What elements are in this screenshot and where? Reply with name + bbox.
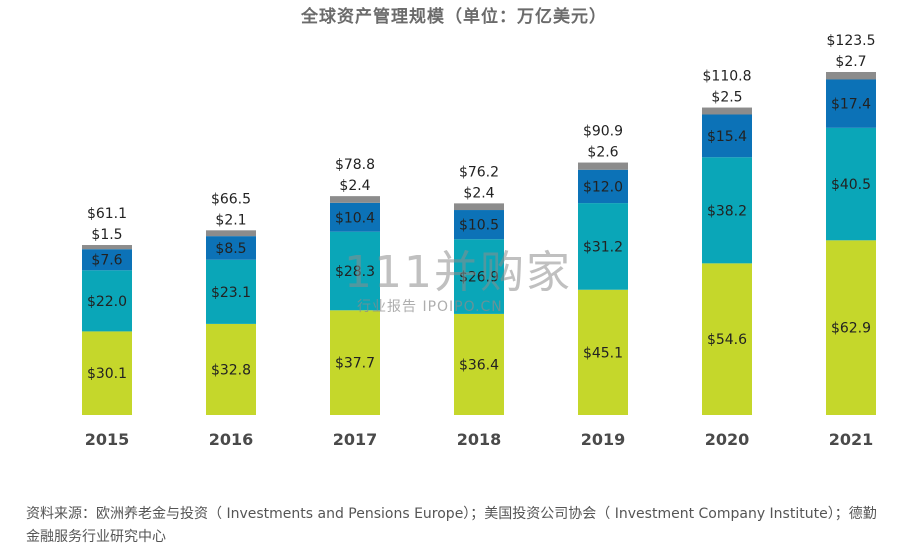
bar-segment (702, 157, 752, 264)
bar-segment (82, 249, 132, 271)
watermark-site-text: 行业报告 IPOIPO.CN (357, 299, 503, 315)
bar-segment (330, 196, 380, 203)
bar-segment (702, 107, 752, 115)
segment-value-label: $32.8 (211, 362, 251, 378)
bar-segment (206, 259, 256, 324)
top-segment-value-label: $1.5 (91, 227, 122, 243)
bar-segment (206, 323, 256, 415)
bar-segment (578, 203, 628, 290)
bar-segment (82, 331, 132, 415)
bar-segment (454, 210, 504, 240)
total-value-label: $66.5 (211, 191, 251, 207)
bar-segment (826, 79, 876, 128)
total-value-label: $76.2 (459, 164, 499, 180)
total-value-label: $123.5 (827, 33, 876, 49)
segment-value-label: $8.5 (215, 241, 246, 257)
segment-value-label: $15.4 (707, 129, 747, 145)
x-tick-label: 2016 (209, 430, 254, 449)
source-note: 资料来源：欧洲养老金与投资（ Investments and Pensions … (26, 506, 877, 545)
top-segment-value-label: $2.7 (835, 54, 866, 70)
bar-segment (82, 245, 132, 250)
x-tick-label: 2018 (457, 430, 502, 449)
bar-segment (826, 240, 876, 415)
segment-value-label: $12.0 (583, 179, 623, 195)
total-value-label: $110.8 (703, 69, 752, 85)
segment-value-label: $37.7 (335, 356, 375, 372)
bar-segment (826, 127, 876, 241)
segment-value-label: $54.6 (707, 332, 747, 348)
x-tick-label: 2021 (829, 430, 874, 449)
bar-segment (578, 289, 628, 415)
bar-segment (826, 72, 876, 80)
x-tick-label: 2015 (85, 430, 130, 449)
segment-value-label: $17.4 (831, 97, 871, 113)
bar-segment (454, 203, 504, 211)
total-value-label: $90.9 (583, 124, 623, 140)
bar-segment (702, 263, 752, 415)
segment-value-label: $31.2 (583, 239, 623, 255)
segment-value-label: $36.4 (459, 357, 499, 373)
chart-title: 全球资产管理规模（单位：万亿美元） (301, 7, 607, 27)
bar-segment (330, 310, 380, 415)
top-segment-value-label: $2.6 (587, 145, 618, 161)
x-tick-label: 2017 (333, 430, 378, 449)
bar-segment (454, 239, 504, 314)
segment-value-label: $22.0 (87, 294, 127, 310)
bar-segment (702, 114, 752, 158)
segment-value-label: $7.6 (91, 253, 122, 269)
segment-value-label: $10.5 (459, 218, 499, 234)
bar-segment (82, 270, 132, 332)
segment-value-label: $26.9 (459, 270, 499, 286)
bar-segment (206, 230, 256, 237)
watermark-logo-text: 111并购家 (344, 247, 572, 298)
segment-value-label: $40.5 (831, 177, 871, 193)
top-segment-value-label: $2.1 (215, 212, 246, 228)
x-tick-label: 2020 (705, 430, 750, 449)
bar-segment (206, 236, 256, 260)
segment-value-label: $45.1 (583, 345, 623, 361)
top-segment-value-label: $2.4 (339, 178, 370, 194)
x-tick-label: 2019 (581, 430, 626, 449)
bar-segment (330, 202, 380, 232)
bar-segment (454, 313, 504, 415)
bar-segment (330, 231, 380, 311)
total-value-label: $78.8 (335, 157, 375, 173)
segment-value-label: $28.3 (335, 264, 375, 280)
segment-value-label: $38.2 (707, 203, 747, 219)
segment-value-label: $62.9 (831, 321, 871, 337)
top-segment-value-label: $2.5 (711, 90, 742, 106)
total-value-label: $61.1 (87, 206, 127, 222)
bar-segment (578, 169, 628, 204)
top-segment-value-label: $2.4 (463, 185, 494, 201)
segment-value-label: $10.4 (335, 210, 375, 226)
segment-value-label: $23.1 (211, 285, 251, 301)
segment-value-label: $30.1 (87, 366, 127, 382)
bar-segment (578, 162, 628, 170)
